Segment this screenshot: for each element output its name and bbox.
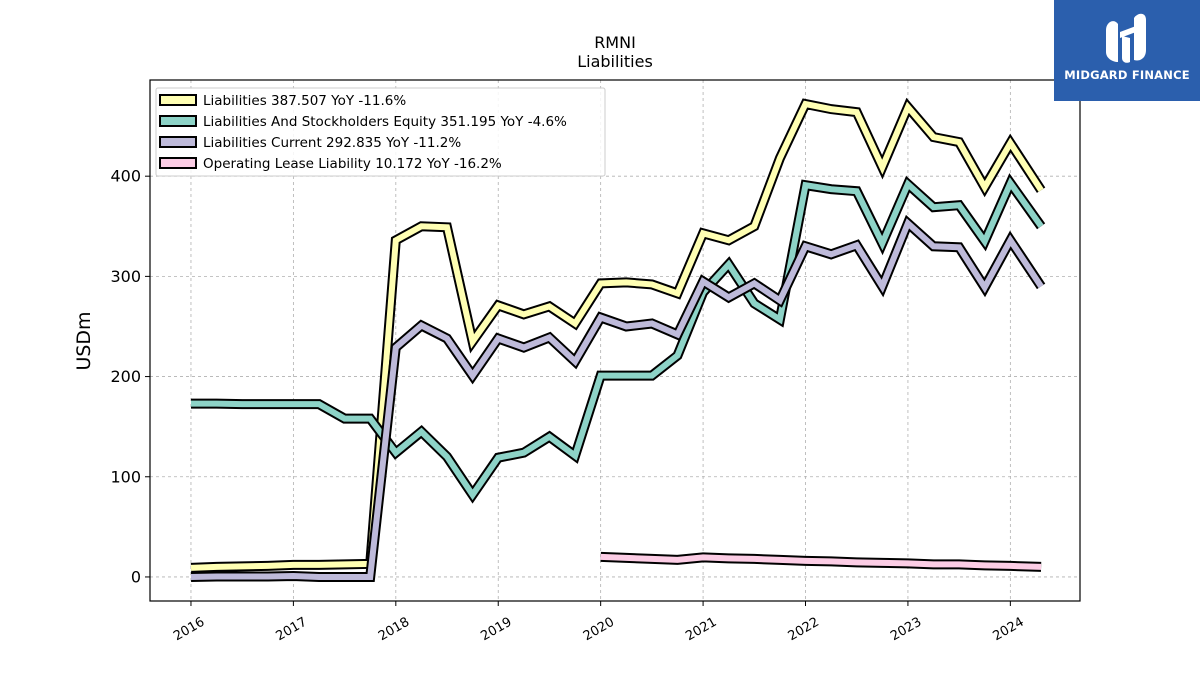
legend-label: Liabilities Current 292.835 YoY -11.2% — [203, 135, 461, 151]
series-3-line — [190, 214, 1046, 582]
legend-label: Liabilities And Stockholders Equity 351.… — [203, 114, 567, 130]
legend-box — [155, 87, 606, 177]
x-tick-label: 2018 — [376, 615, 412, 645]
series-path — [190, 218, 1044, 580]
x-tick-label: 2024 — [991, 615, 1027, 645]
series-layer — [190, 97, 1046, 582]
legend-item: Liabilities And Stockholders Equity 351.… — [159, 114, 567, 130]
x-tick-label: 2022 — [786, 615, 822, 645]
x-tick-label: 2019 — [478, 615, 514, 645]
legend-item: Liabilities 387.507 YoY -11.6% — [159, 93, 406, 109]
midgard-logo-icon — [1106, 13, 1146, 63]
x-tick-label: 2017 — [274, 615, 310, 645]
x-tick-label: 2020 — [581, 615, 617, 645]
legend-label: Operating Lease Liability 10.172 YoY -16… — [203, 156, 502, 172]
x-tick-label: 2021 — [683, 615, 719, 645]
plot-frame — [149, 79, 1081, 602]
x-tick-label: 2016 — [171, 615, 207, 645]
legend-swatch — [159, 157, 197, 169]
series-4-line — [600, 551, 1042, 572]
legend-swatch — [159, 136, 197, 148]
y-tick-label: 100 — [110, 467, 141, 486]
legend-item: Liabilities Current 292.835 YoY -11.2% — [159, 135, 461, 151]
midgard-finance-logo: MIDGARD FINANCE — [1054, 0, 1200, 101]
chart-subtitle: Liabilities — [577, 52, 653, 71]
legend-swatch — [159, 115, 197, 127]
y-tick-label: 200 — [110, 367, 141, 386]
series-2-line — [191, 173, 1046, 504]
legend-label: Liabilities 387.507 YoY -11.6% — [203, 93, 406, 109]
y-tick-label: 0 — [131, 567, 141, 586]
series-path — [191, 177, 1044, 501]
legend-swatch — [159, 94, 197, 106]
series-path — [190, 100, 1044, 571]
chart-title: RMNI — [594, 33, 636, 52]
legend-item: Operating Lease Liability 10.172 YoY -16… — [159, 156, 502, 172]
y-axis-label: USDm — [73, 311, 95, 370]
series-1-line — [190, 97, 1046, 573]
y-tick-label: 300 — [110, 267, 141, 286]
logo-text: MIDGARD FINANCE — [1064, 68, 1190, 82]
legend: Liabilities 387.507 YoY -11.6% Liabilitie… — [155, 87, 606, 177]
y-tick-label: 400 — [110, 167, 141, 186]
series-path — [600, 553, 1042, 570]
x-tick-label: 2023 — [888, 615, 924, 645]
